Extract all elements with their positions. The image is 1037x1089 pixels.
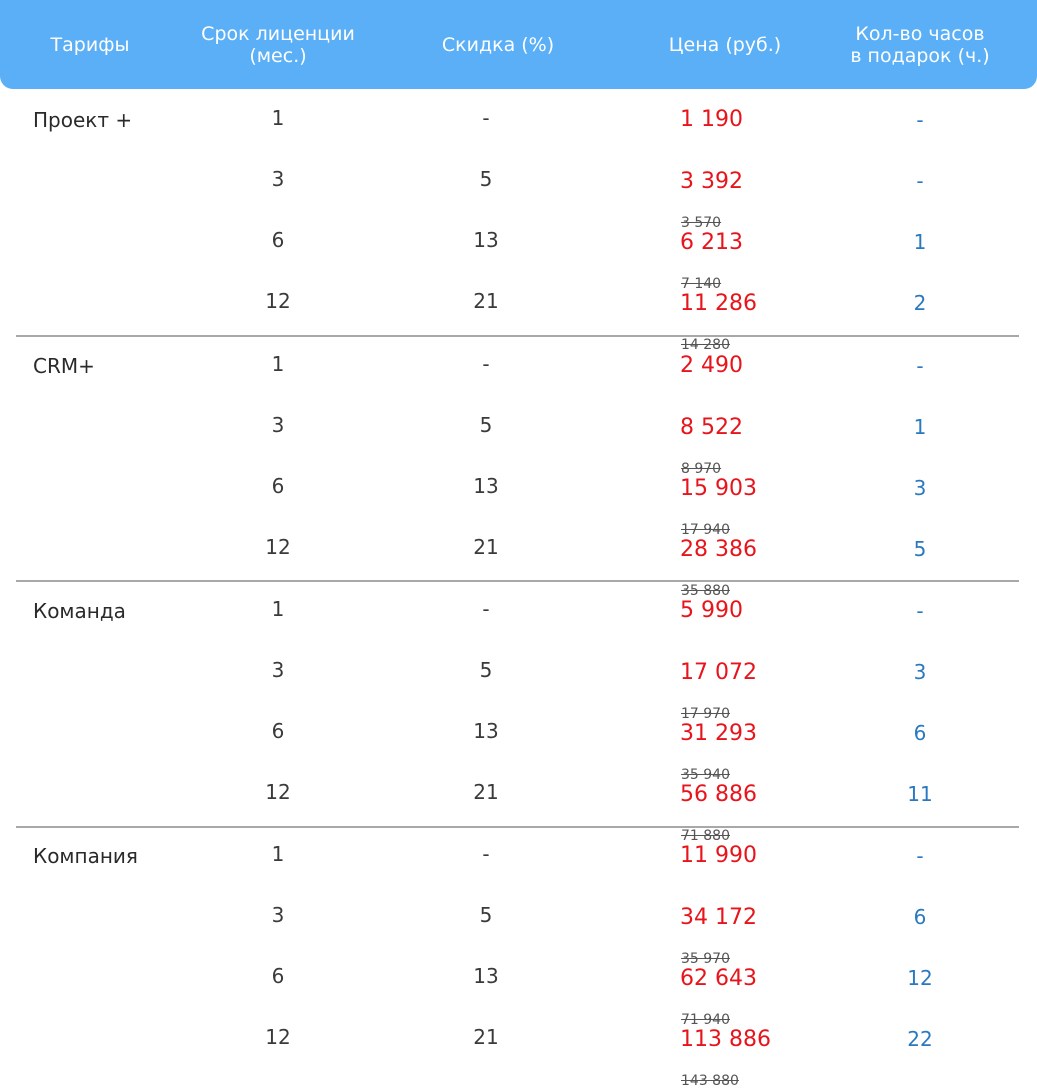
gift-hours-cell: 3	[913, 660, 927, 684]
discount-cell: 5	[479, 658, 493, 682]
tariff-name: Команда	[33, 599, 126, 623]
gift-hours-cell: 11	[907, 782, 933, 806]
gift-hours-cell: 5	[913, 537, 927, 561]
discount-cell: 21	[473, 1025, 499, 1049]
header-discount: Скидка (%)	[441, 33, 555, 56]
discounted-price: 15 903	[680, 476, 757, 501]
discounted-price: 56 886	[680, 782, 757, 807]
discounted-price: 17 072	[680, 660, 757, 685]
tariff-name: CRM+	[33, 354, 95, 378]
table-header: Тарифы Срок лиценции (мес.) Скидка (%) Ц…	[0, 0, 1037, 89]
discount-cell: -	[482, 842, 490, 866]
discount-cell: 5	[479, 167, 493, 191]
old-price: 7 140	[681, 276, 722, 292]
discount-cell: 21	[473, 535, 499, 559]
license-term-cell: 12	[265, 289, 291, 313]
discounted-price: 3 392	[680, 169, 743, 194]
price: 11 990	[680, 843, 757, 868]
license-term-cell: 6	[271, 719, 285, 743]
gift-hours-cell: 1	[913, 230, 927, 254]
tariff-name: Компания	[33, 844, 138, 868]
license-term-cell: 12	[265, 535, 291, 559]
license-term-cell: 6	[271, 228, 285, 252]
header-license-term: Срок лиценции (мес.)	[201, 22, 355, 67]
group-separator	[16, 580, 1019, 582]
header-tariffs: Тарифы	[50, 33, 130, 56]
license-term-cell: 12	[265, 1025, 291, 1049]
old-price: 17 970	[681, 706, 730, 722]
discount-cell: -	[482, 106, 490, 130]
gift-hours-cell: 12	[907, 966, 933, 990]
old-price: 143 880	[681, 1073, 739, 1089]
discount-cell: -	[482, 352, 490, 376]
gift-hours-cell: -	[916, 844, 924, 868]
discount-cell: 21	[473, 289, 499, 313]
tariff-name: Проект +	[33, 108, 133, 132]
old-price: 71 940	[681, 1012, 730, 1028]
license-term-cell: 3	[271, 167, 285, 191]
license-term-cell: 1	[271, 597, 285, 621]
gift-hours-cell: 3	[913, 476, 927, 500]
price: 1 190	[680, 107, 743, 132]
price: 5 990	[680, 598, 743, 623]
gift-hours-cell: 22	[907, 1027, 933, 1051]
gift-hours-cell: -	[916, 599, 924, 623]
header-price: Цена (руб.)	[668, 33, 782, 56]
header-gift-hours: Кол-во часов в подарок (ч.)	[850, 22, 990, 67]
discount-cell: 13	[473, 964, 499, 988]
discount-cell: 13	[473, 228, 499, 252]
old-price: 8 970	[681, 461, 722, 477]
license-term-cell: 12	[265, 780, 291, 804]
discount-cell: 21	[473, 780, 499, 804]
license-term-cell: 1	[271, 842, 285, 866]
group-separator	[16, 335, 1019, 337]
discount-cell: 13	[473, 719, 499, 743]
old-price: 17 940	[681, 522, 730, 538]
discounted-price: 62 643	[680, 966, 757, 991]
discounted-price: 113 886	[680, 1027, 771, 1052]
discount-cell: 5	[479, 903, 493, 927]
discounted-price: 34 172	[680, 905, 757, 930]
group-separator	[16, 826, 1019, 828]
gift-hours-cell: -	[916, 108, 924, 132]
discount-cell: 5	[479, 413, 493, 437]
old-price: 35 880	[681, 583, 730, 599]
old-price: 35 940	[681, 767, 730, 783]
license-term-cell: 3	[271, 413, 285, 437]
old-price: 14 280	[681, 337, 730, 353]
old-price: 71 880	[681, 828, 730, 844]
gift-hours-cell: 2	[913, 291, 927, 315]
license-term-cell: 3	[271, 903, 285, 927]
license-term-cell: 1	[271, 352, 285, 376]
discounted-price: 6 213	[680, 230, 743, 255]
gift-hours-cell: 6	[913, 721, 927, 745]
license-term-cell: 6	[271, 964, 285, 988]
discount-cell: -	[482, 597, 490, 621]
discounted-price: 28 386	[680, 537, 757, 562]
gift-hours-cell: 6	[913, 905, 927, 929]
discounted-price: 8 522	[680, 415, 743, 440]
old-price: 3 570	[681, 215, 722, 231]
old-price: 35 970	[681, 951, 730, 967]
gift-hours-cell: -	[916, 169, 924, 193]
discounted-price: 31 293	[680, 721, 757, 746]
license-term-cell: 1	[271, 106, 285, 130]
discounted-price: 11 286	[680, 291, 757, 316]
gift-hours-cell: 1	[913, 415, 927, 439]
license-term-cell: 6	[271, 474, 285, 498]
price: 2 490	[680, 353, 743, 378]
discount-cell: 13	[473, 474, 499, 498]
license-term-cell: 3	[271, 658, 285, 682]
gift-hours-cell: -	[916, 354, 924, 378]
